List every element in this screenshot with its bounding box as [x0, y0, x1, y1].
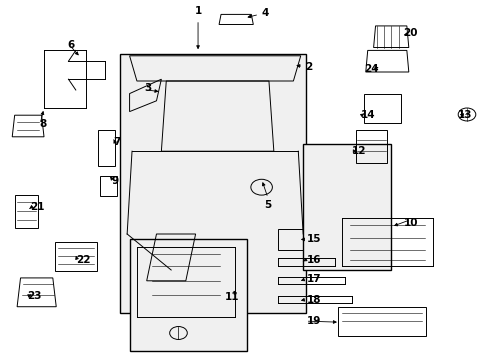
Text: 1: 1	[194, 6, 201, 16]
Text: 4: 4	[261, 8, 268, 18]
Text: 22: 22	[76, 255, 90, 265]
FancyBboxPatch shape	[303, 144, 390, 270]
Text: 13: 13	[457, 110, 472, 120]
Text: 16: 16	[306, 255, 321, 265]
Text: 12: 12	[351, 146, 366, 156]
Text: 6: 6	[67, 40, 75, 50]
Text: 19: 19	[306, 316, 321, 326]
Text: 18: 18	[306, 294, 321, 305]
FancyBboxPatch shape	[129, 239, 246, 351]
Text: 11: 11	[224, 292, 239, 302]
Text: 17: 17	[306, 274, 321, 284]
FancyBboxPatch shape	[120, 54, 305, 313]
Text: 14: 14	[360, 110, 375, 120]
Text: 7: 7	[113, 137, 121, 147]
Text: 8: 8	[39, 119, 46, 129]
Text: 20: 20	[403, 28, 417, 38]
Text: 23: 23	[27, 291, 41, 301]
Text: 15: 15	[306, 234, 321, 244]
Text: 2: 2	[305, 62, 312, 72]
Text: 10: 10	[403, 218, 417, 228]
Text: 24: 24	[364, 64, 378, 74]
Text: 21: 21	[30, 202, 45, 212]
Text: 3: 3	[144, 83, 151, 93]
Text: 9: 9	[111, 176, 119, 186]
Text: 5: 5	[264, 200, 271, 210]
